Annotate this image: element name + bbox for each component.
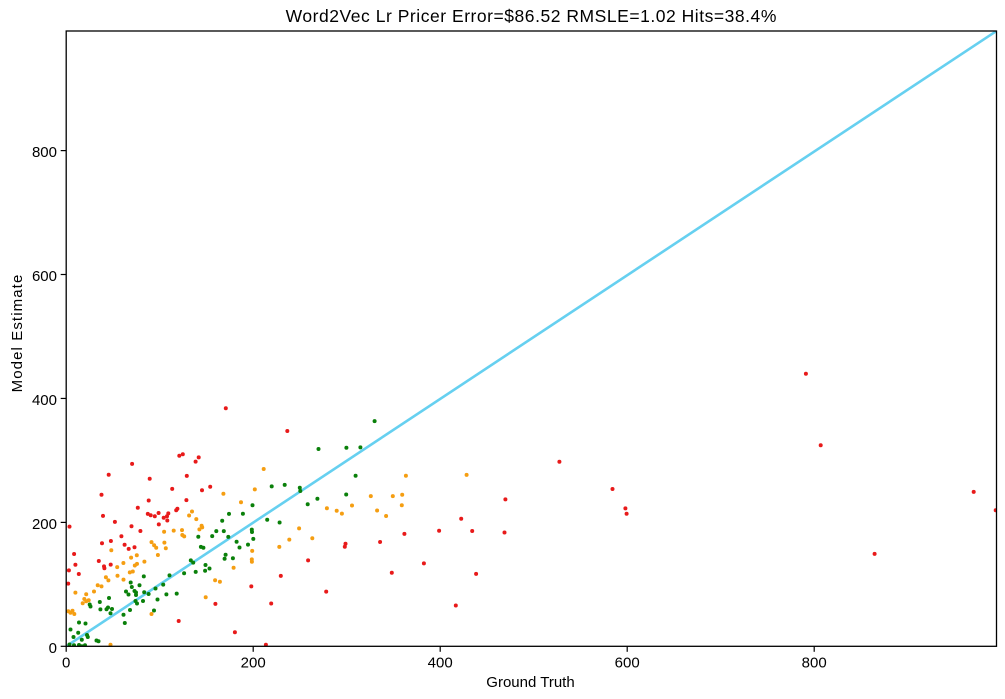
svg-text:800: 800 <box>32 144 57 161</box>
svg-text:600: 600 <box>615 654 640 671</box>
svg-text:0: 0 <box>62 654 70 671</box>
svg-text:200: 200 <box>32 516 57 533</box>
svg-text:Model Estimate: Model Estimate <box>9 274 26 393</box>
svg-text:Word2Vec Lr Pricer Error=$86.5: Word2Vec Lr Pricer Error=$86.52 RMSLE=1.… <box>286 6 777 26</box>
svg-text:Ground Truth: Ground Truth <box>486 674 574 691</box>
svg-text:400: 400 <box>428 654 453 671</box>
svg-text:800: 800 <box>802 654 827 671</box>
svg-text:200: 200 <box>241 654 266 671</box>
svg-text:400: 400 <box>32 392 57 409</box>
svg-text:0: 0 <box>49 640 57 657</box>
svg-text:600: 600 <box>32 268 57 285</box>
